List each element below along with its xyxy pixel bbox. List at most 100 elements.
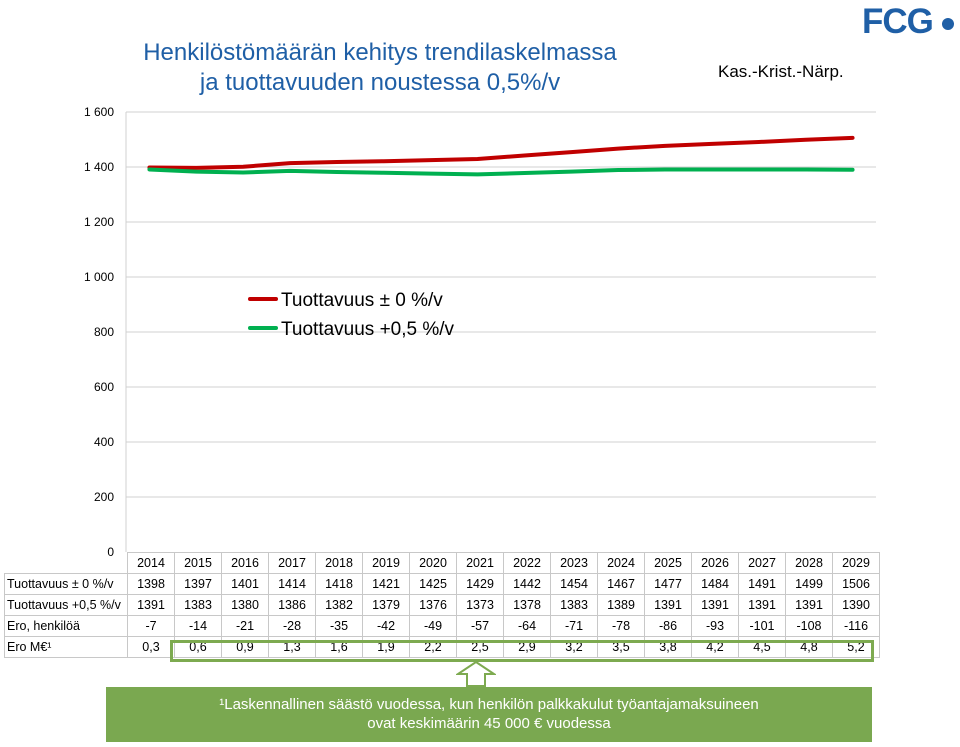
table-cell: -64 [503, 615, 551, 637]
x-tick-label: 2019 [362, 552, 410, 574]
y-tick-label: 1 000 [84, 270, 114, 284]
table-row: Ero, henkilöä -7 -14 -21 -28 -35 -42 -49 -57 -64-… [4, 615, 880, 637]
x-tick-label: 2014 [127, 552, 175, 574]
table-cell: -14 [174, 615, 222, 637]
x-tick-label: 2028 [785, 552, 833, 574]
table-cell: 1418 [315, 573, 363, 595]
x-tick-label: 2023 [550, 552, 598, 574]
table-cell: 1401 [221, 573, 269, 595]
table-cell: -93 [691, 615, 739, 637]
footnote-box: ¹Laskennallinen säästö vuodessa, kun hen… [106, 687, 872, 742]
y-tick-label: 1 200 [84, 215, 114, 229]
y-tick-label: 400 [94, 435, 114, 449]
table-cell: 1491 [738, 573, 786, 595]
table-cell: 1383 [174, 594, 222, 616]
table-cell: 1442 [503, 573, 551, 595]
table-cell: -21 [221, 615, 269, 637]
table-cell: 0,3 [127, 636, 175, 658]
table-cell: 1391 [691, 594, 739, 616]
row-label: Ero, henkilöä [4, 615, 128, 637]
table-cell: 1391 [738, 594, 786, 616]
x-tick-label: 2020 [409, 552, 457, 574]
logo-dot-icon [942, 18, 954, 30]
table-cell: -7 [127, 615, 175, 637]
series-line-1 [147, 135, 855, 170]
table-cell: 1484 [691, 573, 739, 595]
table-cell: -57 [456, 615, 504, 637]
logo-text: FCG [862, 2, 934, 41]
y-axis-ticks: 0 200 400 600 800 1 000 1 200 1 400 1 600 [84, 105, 114, 559]
table-cell: 1506 [832, 573, 880, 595]
row-label: Ero M€¹ [4, 636, 128, 658]
table-cell: 1390 [832, 594, 880, 616]
table-row: Tuottavuus +0,5 %/v 1391 1383 1380 1386 1382 1… [4, 594, 880, 616]
x-tick-label: 2015 [174, 552, 222, 574]
x-tick-label: 2017 [268, 552, 316, 574]
footnote-line-1: ¹Laskennallinen säästö vuodessa, kun hen… [219, 696, 759, 713]
chart-series [147, 135, 855, 177]
table-cell: -86 [644, 615, 692, 637]
x-tick-label: 2026 [691, 552, 739, 574]
highlight-box [170, 640, 874, 662]
x-tick-label: 2021 [456, 552, 504, 574]
x-tick-label: 2018 [315, 552, 363, 574]
chart-legend: Tuottavuus ± 0 %/v Tuottavuus +0,5 %/v [248, 290, 455, 340]
table-cell: 1397 [174, 573, 222, 595]
table-cell: -28 [268, 615, 316, 637]
table-cell: 1421 [362, 573, 410, 595]
table-header-row: 2014 2015 2016 2017 2018 2019 2020 2021 2022 2023… [4, 552, 880, 574]
y-tick-label: 1 600 [84, 105, 114, 119]
table-cell: -71 [550, 615, 598, 637]
table-corner [4, 552, 128, 574]
y-tick-label: 600 [94, 380, 114, 394]
chart-grid [125, 111, 876, 552]
x-tick-label: 2024 [597, 552, 645, 574]
table-cell: 1467 [597, 573, 645, 595]
chart-title-line-1: Henkilöstömäärän kehitys trendilaskelmas… [143, 39, 617, 66]
chart-title-line-2: ja tuottavuuden noustessa 0,5%/v [199, 69, 561, 96]
x-tick-label: 2022 [503, 552, 551, 574]
table-cell: 1391 [785, 594, 833, 616]
table-cell: 1376 [409, 594, 457, 616]
table-cell: 1398 [127, 573, 175, 595]
y-tick-label: 800 [94, 325, 114, 339]
table-cell: -49 [409, 615, 457, 637]
table-cell: 1454 [550, 573, 598, 595]
y-tick-label: 1 400 [84, 160, 114, 174]
x-tick-label: 2029 [832, 552, 880, 574]
table-cell: 1391 [127, 594, 175, 616]
region-label: Kas.-Krist.-Närp. [718, 62, 844, 81]
table-cell: -101 [738, 615, 786, 637]
table-cell: 1382 [315, 594, 363, 616]
table-cell: 1391 [644, 594, 692, 616]
chart-title: Henkilöstömäärän kehitys trendilaskelmas… [120, 38, 640, 98]
table-cell: -78 [597, 615, 645, 637]
y-tick-label: 0 [107, 545, 114, 559]
x-tick-label: 2016 [221, 552, 269, 574]
fcg-logo: FCG [862, 2, 956, 42]
table-cell: 1378 [503, 594, 551, 616]
row-label: Tuottavuus ± 0 %/v [4, 573, 128, 595]
row-label: Tuottavuus +0,5 %/v [4, 594, 128, 616]
table-cell: 1380 [221, 594, 269, 616]
table-cell: 1429 [456, 573, 504, 595]
table-cell: 1383 [550, 594, 598, 616]
x-tick-label: 2025 [644, 552, 692, 574]
table-cell: 1379 [362, 594, 410, 616]
table-cell: -35 [315, 615, 363, 637]
table-cell: 1386 [268, 594, 316, 616]
legend-label: Tuottavuus ± 0 %/v [281, 290, 443, 311]
table-cell: -116 [832, 615, 880, 637]
x-tick-label: 2027 [738, 552, 786, 574]
table-cell: 1477 [644, 573, 692, 595]
table-cell: 1425 [409, 573, 457, 595]
y-tick-label: 200 [94, 490, 114, 504]
table-cell: -108 [785, 615, 833, 637]
series-line-2 [147, 167, 855, 177]
legend-label: Tuottavuus +0,5 %/v [281, 319, 455, 340]
table-cell: 1389 [597, 594, 645, 616]
table-row: Tuottavuus ± 0 %/v 1398 1397 1401 1414 1418 14… [4, 573, 880, 595]
up-arrow-icon [456, 661, 496, 687]
table-cell: 1499 [785, 573, 833, 595]
